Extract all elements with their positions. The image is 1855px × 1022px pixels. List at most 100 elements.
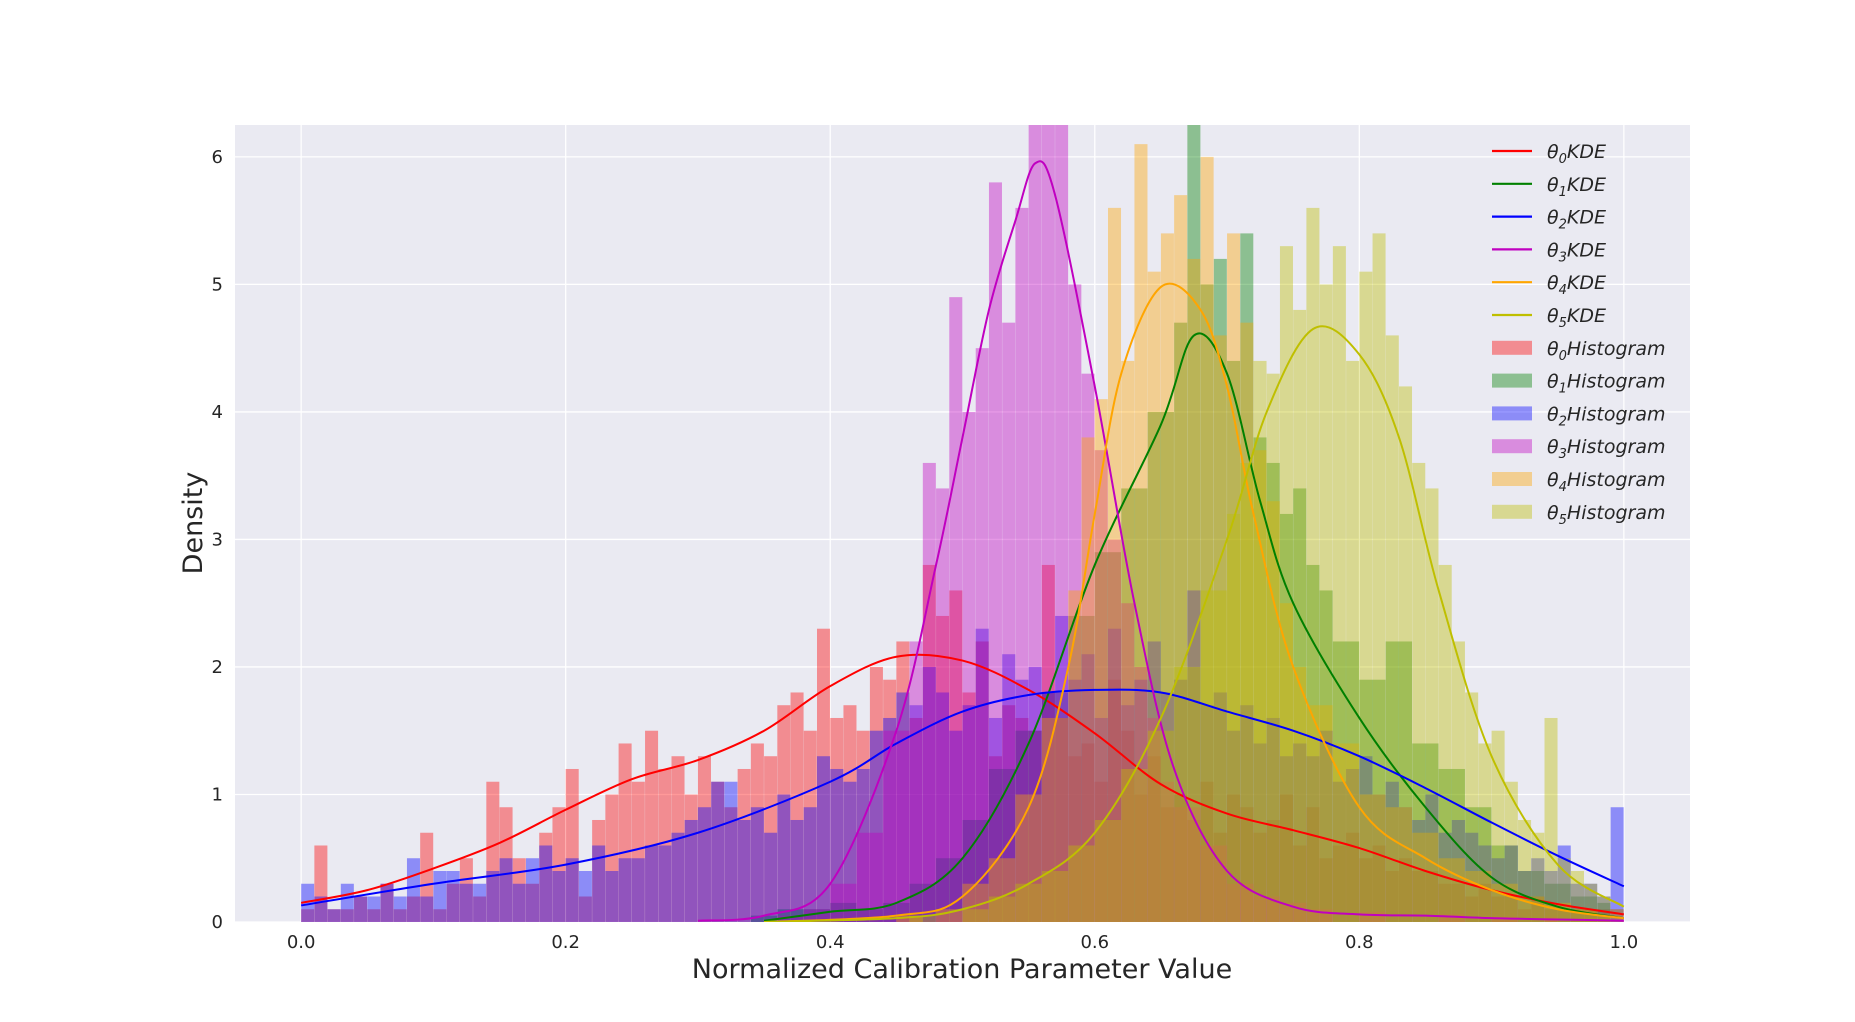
- histogram-bar: [737, 819, 751, 922]
- legend: θ0KDE θ1KDE θ2KDE θ3KDE θ4KDE θ5KDE θ0Histogra…: [1492, 141, 1665, 528]
- histogram-bar: [1134, 794, 1148, 922]
- histogram-bar: [1068, 756, 1082, 922]
- legend-label: θ4KDE: [1547, 272, 1606, 298]
- y-tick-label: 4: [212, 402, 223, 423]
- histogram-bar: [1279, 513, 1293, 922]
- histogram-bar: [750, 915, 778, 922]
- theta4-histogram: [896, 144, 1611, 922]
- histogram-bar: [1187, 125, 1201, 922]
- histogram-bar: [420, 896, 434, 922]
- histogram-bar: [380, 883, 394, 922]
- histogram-bar: [936, 692, 950, 922]
- histogram-bar: [1346, 360, 1360, 922]
- histogram-bar: [1240, 233, 1254, 922]
- histogram-bar: [1319, 284, 1333, 922]
- histogram-bar: [1094, 717, 1108, 922]
- histogram-bar: [1266, 717, 1280, 922]
- legend-label: θ1KDE: [1547, 174, 1606, 200]
- histogram-bar: [883, 717, 897, 922]
- histogram-bar: [631, 858, 645, 922]
- histogram-bar: [1385, 641, 1413, 922]
- histogram-bar: [512, 858, 526, 922]
- histogram-bar: [1359, 271, 1373, 922]
- y-tick-label: 2: [212, 657, 223, 678]
- histogram-bar: [1240, 705, 1254, 922]
- histogram-bar: [1372, 845, 1386, 922]
- histogram-bar: [790, 819, 804, 922]
- histogram-bar: [1015, 679, 1029, 922]
- histogram-bar: [1227, 360, 1241, 922]
- histogram-bar: [1055, 717, 1069, 922]
- histogram-bar: [1359, 756, 1373, 922]
- histogram-bar: [896, 915, 923, 922]
- histogram-bar: [936, 615, 950, 922]
- histogram-bar: [817, 628, 831, 922]
- legend-patch-swatch: [1492, 340, 1532, 355]
- legend-label: θ0Histogram: [1547, 338, 1665, 364]
- histogram-bar: [843, 781, 857, 922]
- histogram-bar: [1240, 322, 1254, 922]
- legend-patch-swatch: [1492, 373, 1532, 388]
- histogram-bar: [1425, 794, 1439, 922]
- histogram-bar: [711, 781, 725, 922]
- histogram-bar: [1134, 144, 1148, 922]
- histogram-bar: [1332, 781, 1346, 922]
- histogram-bar: [1359, 679, 1386, 922]
- y-axis-ticks: 0 1 2 3 4 5 6: [212, 147, 223, 933]
- histogram-bar: [578, 896, 592, 922]
- histogram-bar: [1438, 914, 1465, 922]
- histogram-bar: [724, 781, 738, 922]
- histogram-bar: [592, 845, 606, 922]
- histogram-bar: [1160, 692, 1174, 922]
- histogram-bar: [724, 807, 738, 922]
- histogram-bar: [1068, 284, 1082, 922]
- theta0-kde-line: [300, 653, 1625, 916]
- histogram-bar: [803, 730, 817, 922]
- histogram-bar: [1253, 832, 1267, 922]
- histogram-bar: [1451, 641, 1465, 922]
- histogram-bar: [459, 858, 473, 922]
- histogram-bar: [1478, 883, 1492, 922]
- histogram-bar: [936, 488, 950, 922]
- histogram-bar: [1041, 692, 1055, 922]
- legend-item: θ1Histogram: [1492, 371, 1665, 397]
- legend-item: θ3Histogram: [1492, 436, 1665, 462]
- histogram-bar: [1187, 258, 1201, 922]
- histogram-bar: [433, 870, 447, 922]
- histogram-bar: [1068, 679, 1082, 922]
- histogram-bar: [830, 717, 844, 922]
- histogram-bar: [605, 870, 619, 922]
- legend-label: θ5Histogram: [1547, 502, 1665, 528]
- legend-patch-swatch: [1492, 406, 1532, 421]
- histogram-bar: [446, 883, 460, 922]
- histogram-bar: [1279, 246, 1293, 922]
- histogram-bar: [552, 807, 566, 922]
- histogram-bar: [1108, 539, 1122, 922]
- legend-label: θ0KDE: [1547, 141, 1606, 167]
- histogram-bar: [1266, 462, 1280, 922]
- histogram-bar: [618, 743, 632, 922]
- histogram-bar: [1147, 756, 1161, 922]
- histogram-bar: [592, 819, 606, 922]
- histogram-bar: [1306, 756, 1320, 922]
- x-tick-label: 0.2: [551, 932, 580, 953]
- histogram-bar: [340, 883, 354, 922]
- histogram-bar: [1385, 781, 1399, 922]
- histogram-bar: [393, 896, 407, 922]
- histogram-bar: [1121, 705, 1135, 922]
- histogram-bar: [1187, 590, 1201, 922]
- histogram-bar: [1147, 730, 1174, 922]
- histogram-bar: [380, 883, 394, 922]
- legend-label: θ3Histogram: [1547, 436, 1665, 462]
- histogram-bar: [420, 832, 434, 922]
- histogram-bar: [473, 896, 487, 922]
- histogram-bar: [433, 909, 447, 922]
- legend-item: θ0KDE: [1492, 141, 1606, 167]
- histogram-bar: [1478, 743, 1492, 922]
- legend-item: θ4Histogram: [1492, 469, 1665, 495]
- histogram-bar: [764, 832, 778, 922]
- histogram-bar: [1465, 807, 1492, 922]
- histogram-bar: [327, 909, 341, 922]
- histogram-bar: [949, 590, 963, 922]
- histogram-bar: [1293, 845, 1307, 922]
